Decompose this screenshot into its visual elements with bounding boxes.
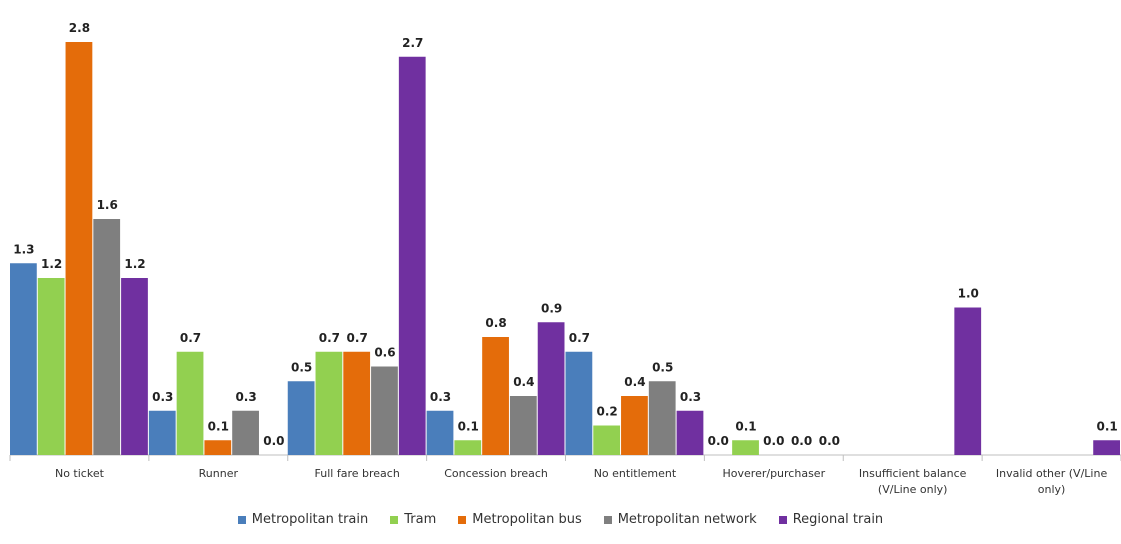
data-label: 2.8 [69, 21, 90, 35]
data-label: 0.3 [152, 390, 173, 404]
x-tick-label: Full fare breach [314, 467, 400, 480]
data-label: 0.7 [569, 331, 590, 345]
x-tick-label: Hoverer/purchaser [722, 467, 826, 480]
data-label: 0.7 [347, 331, 368, 345]
bar [509, 396, 537, 455]
bar [93, 219, 121, 455]
legend: Metropolitan train Tram Metropolitan bus Me… [0, 512, 1121, 527]
bar [232, 410, 259, 455]
data-label: 0.4 [513, 375, 534, 389]
x-tick-label: Concession breach [444, 467, 548, 480]
data-label: 0.0 [708, 434, 729, 448]
bar [176, 351, 204, 455]
data-label: 0.1 [735, 419, 756, 433]
bar [398, 56, 426, 455]
bar [732, 440, 759, 455]
bar [371, 366, 398, 455]
bar [37, 278, 65, 455]
bar [648, 381, 676, 455]
data-label: 0.7 [319, 331, 340, 345]
data-label: 0.0 [763, 434, 784, 448]
data-label: 0.3 [430, 390, 451, 404]
x-tick-label: No entitlement [593, 467, 677, 480]
data-label: 0.3 [235, 390, 256, 404]
legend-swatch [390, 515, 399, 524]
bar [10, 263, 37, 455]
x-tick-label: Runner [198, 467, 238, 480]
data-label: 1.6 [97, 198, 118, 212]
x-tick-label: Invalid other (V/Line only) [995, 467, 1108, 496]
bar [593, 425, 621, 455]
data-label: 0.1 [458, 419, 479, 433]
data-label: 0.8 [485, 316, 506, 330]
data-label: 1.2 [124, 257, 145, 271]
bar [65, 42, 93, 455]
data-label: 0.1 [1096, 419, 1117, 433]
bar [426, 410, 454, 455]
data-label: 1.2 [41, 257, 62, 271]
bar [676, 410, 704, 455]
legend-swatch [778, 515, 787, 524]
data-label: 1.0 [958, 287, 979, 301]
bar [954, 307, 982, 455]
bar [621, 396, 648, 455]
data-label: 0.5 [291, 360, 312, 374]
data-label: 0.2 [597, 405, 618, 419]
legend-item: Metropolitan network [603, 512, 757, 527]
bar [1093, 440, 1120, 455]
data-label: 0.3 [680, 390, 701, 404]
data-label: 0.0 [263, 434, 284, 448]
data-label: 0.0 [791, 434, 812, 448]
legend-label: Metropolitan network [617, 512, 757, 527]
bar [454, 440, 482, 455]
bar [482, 337, 509, 455]
x-tick-label: No ticket [54, 467, 104, 480]
bar [287, 381, 315, 455]
legend-item: Tram [390, 512, 436, 527]
data-label: 2.7 [402, 36, 423, 50]
data-label: 1.3 [13, 242, 34, 256]
data-label: 0.0 [819, 434, 840, 448]
data-label: 0.1 [208, 419, 229, 433]
legend-swatch [603, 515, 612, 524]
bar [315, 351, 343, 455]
bar [537, 322, 565, 455]
data-label: 0.5 [652, 360, 673, 374]
legend-label: Regional train [792, 512, 884, 527]
bar [148, 410, 176, 455]
legend-label: Metropolitan bus [472, 512, 582, 527]
legend-item: Metropolitan bus [458, 512, 582, 527]
legend-swatch [458, 515, 467, 524]
legend-item: Metropolitan train [237, 512, 369, 527]
bar [121, 278, 148, 455]
data-label: 0.4 [624, 375, 645, 389]
legend-label: Tram [404, 512, 437, 527]
legend-item: Regional train [778, 512, 884, 527]
legend-label: Metropolitan train [251, 512, 369, 527]
legend-swatch [237, 515, 246, 524]
bar [565, 351, 593, 455]
data-label: 0.6 [374, 346, 395, 360]
bar [204, 440, 232, 455]
data-label: 0.9 [541, 301, 562, 315]
bar [343, 351, 371, 455]
x-tick-label: Insufficient balance (V/Line only) [858, 467, 967, 496]
data-label: 0.7 [180, 331, 201, 345]
